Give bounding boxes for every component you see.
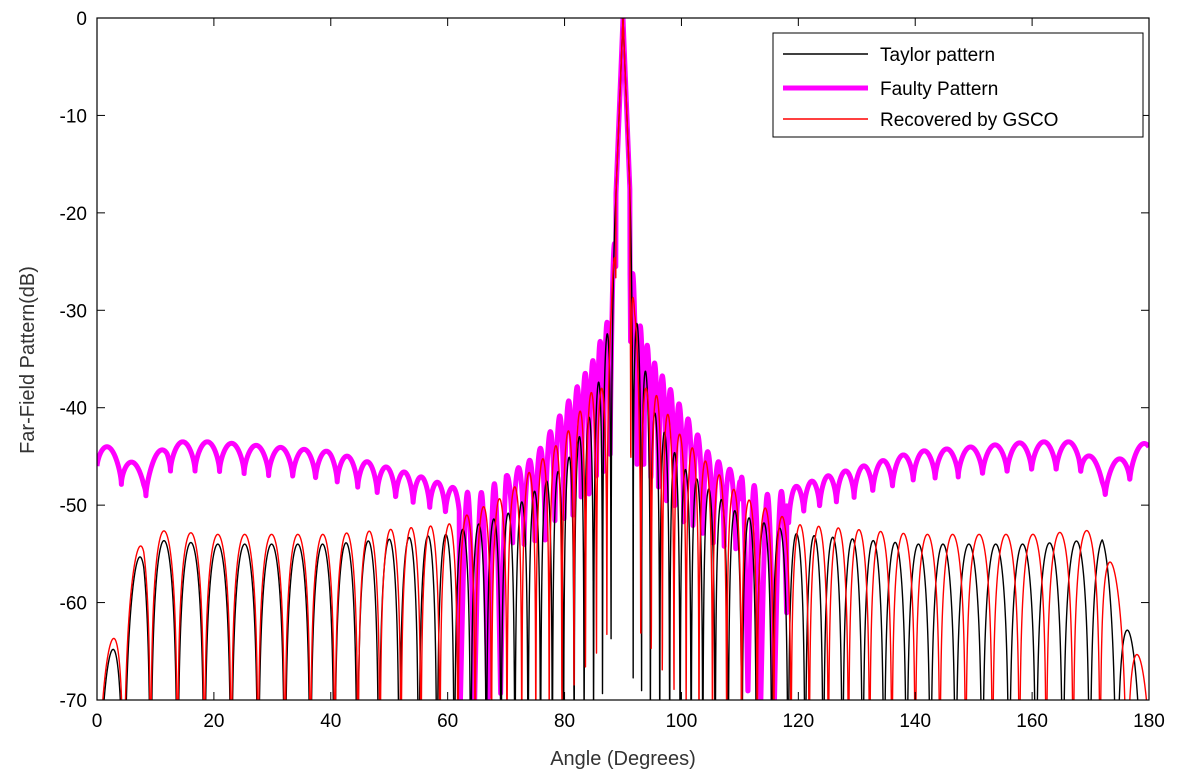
legend-label-taylor: Taylor pattern <box>880 45 995 66</box>
x-tick-label: 80 <box>554 711 575 732</box>
y-axis-label: Far-Field Pattern(dB) <box>17 266 39 454</box>
x-tick-label: 120 <box>782 711 814 732</box>
tick-layer: 0 20 40 60 80 100 120 140 160 180 0 -10 -20 -30 -40 -50… <box>60 9 1165 732</box>
x-tick-label: 160 <box>1016 711 1048 732</box>
series-line-0 <box>103 18 1139 700</box>
y-tick-label: -50 <box>60 496 87 517</box>
series-line-1 <box>97 18 1149 700</box>
y-tick-label: -60 <box>60 594 87 615</box>
series-group <box>97 18 1149 700</box>
x-tick-label: 60 <box>437 711 458 732</box>
legend-label-faulty: Faulty Pattern <box>880 79 998 100</box>
x-tick-label: 40 <box>320 711 341 732</box>
series-layer <box>97 18 1149 700</box>
y-tick-label: -30 <box>60 301 87 322</box>
y-tick-label: -70 <box>60 691 87 712</box>
y-tick-label: 0 <box>76 9 87 30</box>
x-tick-label: 180 <box>1133 711 1165 732</box>
legend: Taylor pattern Faulty Pattern Recovered … <box>772 32 1144 138</box>
x-tick-label: 140 <box>899 711 931 732</box>
x-tick-label: 20 <box>203 711 224 732</box>
x-tick-label: 100 <box>666 711 698 732</box>
x-tick-label: 0 <box>92 711 103 732</box>
y-tick-label: -40 <box>60 399 87 420</box>
legend-label-gsco: Recovered by GSCO <box>880 110 1058 131</box>
plot-area-frame <box>96 17 1150 701</box>
x-axis-label: Angle (Degrees) <box>550 748 696 770</box>
y-tick-label: -20 <box>60 204 87 225</box>
y-tick-label: -10 <box>60 106 87 127</box>
series-line-2 <box>102 18 1148 700</box>
